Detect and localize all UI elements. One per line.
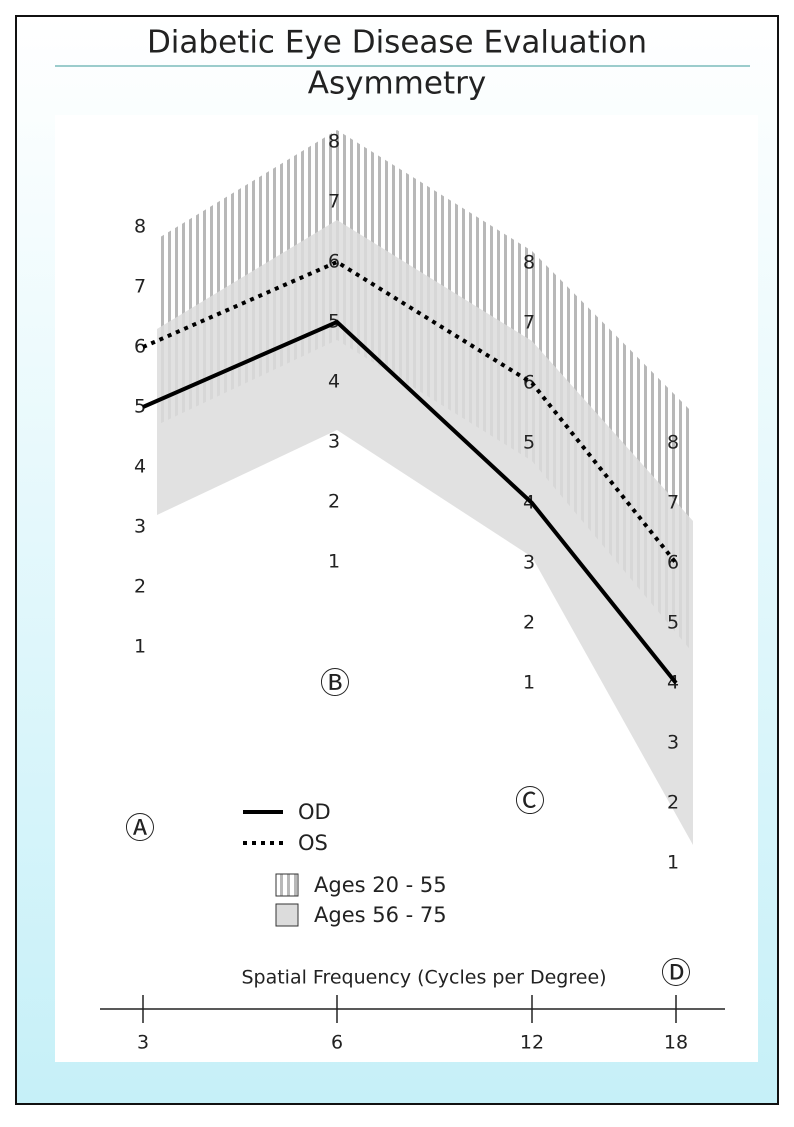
y-tick-label: 3 [523,552,535,574]
y-tick-label: 5 [667,612,679,634]
y-tick-label: 8 [523,252,535,274]
y-tick-label: 4 [134,456,146,478]
y-tick-label: 5 [523,432,535,454]
y-tick-label: 6 [667,552,679,574]
y-tick-label: 7 [328,191,340,213]
y-tick-label: 8 [134,216,146,238]
y-tick-label: 3 [667,732,679,754]
x-tick-label: 18 [664,1032,688,1054]
legend-label: OD [298,800,331,824]
legend-label: OS [298,831,328,855]
y-tick-label: 3 [328,431,340,453]
y-tick-label: 2 [134,576,146,598]
legend-swatch [275,903,299,927]
column-label: Ⓑ [320,667,350,702]
y-tick-label: 2 [523,612,535,634]
y-tick-label: 7 [667,492,679,514]
plot: 12345678123456781234567812345678ⒶⒷⒸⒹODOS… [100,131,725,1054]
y-tick-label: 8 [328,131,340,153]
y-tick-label: 5 [134,396,146,418]
column-label: Ⓒ [515,785,545,820]
y-tick-label: 2 [667,792,679,814]
y-tick-label: 1 [523,672,535,694]
y-tick-label: 4 [328,371,340,393]
y-tick-label: 1 [134,636,146,658]
legend-label: Ages 20 - 55 [314,873,447,897]
y-tick-label: 7 [134,276,146,298]
x-tick-label: 3 [137,1032,149,1054]
x-tick-label: 6 [331,1032,343,1054]
legend-swatch [275,873,299,897]
series-line [142,319,678,685]
legend-label: Ages 56 - 75 [314,903,447,927]
series-line [142,259,678,565]
y-tick-label: 1 [667,852,679,874]
band [157,220,693,845]
y-tick-label: 6 [134,336,146,358]
x-tick-label: 12 [520,1032,544,1054]
y-tick-label: 3 [134,516,146,538]
x-axis-label: Spatial Frequency (Cycles per Degree) [241,967,606,989]
chart-subtitle: Asymmetry [308,66,486,102]
column-label: Ⓐ [125,812,155,847]
column-label: Ⓓ [661,957,691,992]
y-tick-label: 7 [523,312,535,334]
y-tick-label: 1 [328,551,340,573]
bands [157,130,693,845]
chart-title: Diabetic Eye Disease Evaluation [147,25,647,61]
y-tick-label: 8 [667,432,679,454]
y-tick-label: 2 [328,491,340,513]
